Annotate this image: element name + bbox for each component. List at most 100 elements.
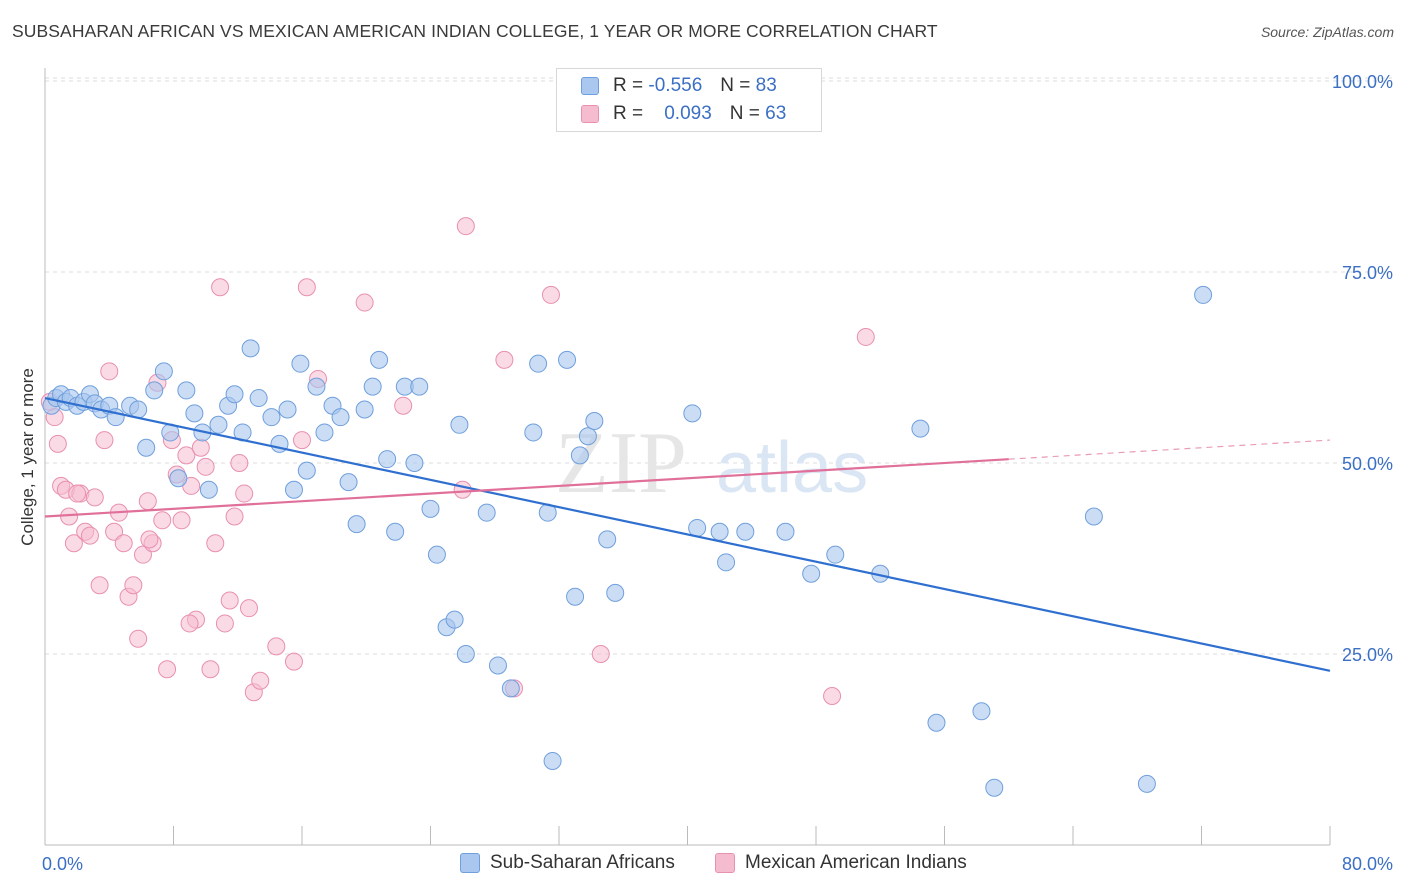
data-point-mexican-american-indians	[297, 278, 316, 297]
data-point-sub-saharan-africans	[378, 450, 397, 469]
data-point-sub-saharan-africans	[566, 587, 585, 606]
data-point-sub-saharan-africans	[315, 423, 334, 442]
data-point-mexican-american-indians	[394, 396, 413, 415]
legend-swatch-pink	[581, 105, 599, 123]
legend-swatch-pink	[715, 853, 735, 873]
data-point-sub-saharan-africans	[688, 518, 707, 537]
data-point-mexican-american-indians	[153, 511, 172, 530]
data-point-sub-saharan-africans	[347, 515, 366, 534]
data-point-mexican-american-indians	[100, 362, 119, 381]
data-point-sub-saharan-africans	[985, 778, 1004, 797]
data-point-mexican-american-indians	[284, 652, 303, 671]
data-point-mexican-american-indians	[138, 492, 157, 511]
data-point-mexican-american-indians	[129, 629, 148, 648]
axes	[44, 68, 1331, 846]
legend-n-value: 63	[765, 103, 787, 124]
data-point-mexican-american-indians	[196, 457, 215, 476]
data-point-sub-saharan-africans	[137, 438, 156, 457]
data-point-sub-saharan-africans	[501, 679, 520, 698]
data-point-sub-saharan-africans	[911, 419, 930, 438]
legend-label: Mexican American Indians	[745, 852, 967, 873]
data-point-mexican-american-indians	[68, 484, 87, 503]
data-point-mexican-american-indians	[95, 431, 114, 450]
data-point-mexican-american-indians	[85, 488, 104, 507]
data-point-mexican-american-indians	[172, 511, 191, 530]
data-point-mexican-american-indians	[80, 526, 99, 545]
trend-lines	[44, 396, 1331, 672]
data-point-sub-saharan-africans	[421, 499, 440, 518]
data-point-sub-saharan-africans	[278, 400, 297, 419]
data-point-mexican-american-indians	[211, 278, 230, 297]
data-point-sub-saharan-africans	[209, 415, 228, 434]
data-point-sub-saharan-africans	[199, 480, 218, 499]
legend-n-label: N =	[720, 75, 751, 96]
data-point-sub-saharan-africans	[405, 454, 424, 472]
data-point-sub-saharan-africans	[297, 461, 316, 480]
data-point-sub-saharan-africans	[241, 339, 260, 358]
data-point-sub-saharan-africans	[717, 553, 736, 572]
data-point-sub-saharan-africans	[262, 408, 281, 427]
legend-r-label: R =	[613, 75, 644, 96]
data-point-sub-saharan-africans	[225, 385, 244, 404]
data-point-mexican-american-indians	[220, 591, 239, 610]
data-point-sub-saharan-africans	[154, 362, 173, 381]
y-tick-label: 100.0%	[1332, 72, 1393, 92]
x-tick-label: 0.0%	[42, 854, 83, 874]
data-point-mexican-american-indians	[591, 645, 610, 663]
legend-n-label: N =	[729, 103, 760, 124]
stats-legend: R = -0.556 N = 83 R = 0.093 N = 63	[556, 68, 822, 132]
data-point-sub-saharan-africans	[736, 522, 755, 541]
chart-title: SUBSAHARAN AFRICAN VS MEXICAN AMERICAN I…	[12, 21, 938, 41]
data-point-sub-saharan-africans	[1194, 285, 1213, 304]
data-point-mexican-american-indians	[823, 687, 842, 706]
data-point-sub-saharan-africans	[355, 400, 374, 419]
trend-line-mexican-american-indians	[44, 458, 1009, 518]
data-point-mexican-american-indians	[293, 431, 311, 450]
legend-label: Sub-Saharan Africans	[490, 852, 675, 873]
data-point-mexican-american-indians	[201, 660, 220, 679]
data-point-mexican-american-indians	[267, 637, 286, 656]
data-point-mexican-american-indians	[239, 599, 258, 618]
data-point-sub-saharan-africans	[339, 473, 358, 492]
data-point-sub-saharan-africans	[410, 377, 429, 396]
data-point-sub-saharan-africans	[776, 522, 795, 541]
data-point-sub-saharan-africans	[524, 423, 543, 442]
tick-labels: 25.0% 50.0% 75.0% 100.0% 0.0% 80.0%	[42, 72, 1393, 874]
series-sub-saharan-africans-points	[42, 285, 1213, 797]
data-point-sub-saharan-africans	[585, 411, 604, 430]
data-point-sub-saharan-africans	[307, 377, 326, 396]
data-point-mexican-american-indians	[251, 671, 270, 690]
data-point-sub-saharan-africans	[683, 404, 702, 423]
data-point-mexican-american-indians	[456, 217, 475, 236]
watermark-zip: ZIP	[555, 415, 687, 512]
data-point-sub-saharan-africans	[826, 545, 845, 564]
legend-n-value: 83	[755, 75, 777, 96]
data-point-mexican-american-indians	[177, 446, 196, 465]
y-tick-label: 25.0%	[1342, 645, 1393, 665]
data-point-mexican-american-indians	[206, 534, 225, 553]
legend-r-value: 0.093	[664, 103, 712, 124]
data-point-sub-saharan-africans	[177, 381, 196, 400]
y-tick-label: 75.0%	[1342, 263, 1393, 283]
data-point-sub-saharan-africans	[927, 713, 946, 732]
data-point-mexican-american-indians	[495, 350, 514, 369]
data-point-sub-saharan-africans	[386, 522, 405, 541]
data-point-sub-saharan-africans	[543, 751, 562, 770]
data-point-sub-saharan-africans	[477, 503, 496, 522]
y-tick-label: 50.0%	[1342, 454, 1393, 474]
data-point-sub-saharan-africans	[558, 350, 577, 369]
legend-r-label: R =	[613, 103, 644, 124]
data-point-sub-saharan-africans	[370, 350, 389, 369]
data-point-sub-saharan-africans	[606, 583, 625, 602]
data-point-mexican-american-indians	[158, 660, 177, 679]
data-point-mexican-american-indians	[114, 534, 133, 553]
gridlines	[45, 77, 1392, 655]
trend-line-sub-saharan-africans	[44, 396, 1331, 672]
data-point-mexican-american-indians	[225, 507, 244, 526]
legend-r-value: -0.556	[648, 75, 703, 96]
legend-swatch-blue	[460, 853, 480, 873]
data-point-sub-saharan-africans	[145, 381, 164, 400]
data-point-mexican-american-indians	[453, 480, 472, 499]
data-point-sub-saharan-africans	[291, 354, 310, 373]
